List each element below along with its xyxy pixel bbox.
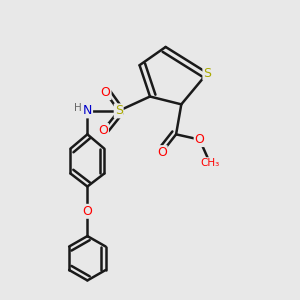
Text: H: H — [74, 103, 82, 113]
Text: O: O — [101, 86, 111, 99]
Text: O: O — [157, 146, 167, 159]
Text: O: O — [98, 124, 108, 137]
Text: N: N — [83, 104, 92, 117]
Text: S: S — [115, 104, 123, 117]
Text: S: S — [203, 67, 211, 80]
Text: O: O — [195, 133, 205, 146]
Text: CH₃: CH₃ — [200, 158, 220, 168]
Text: O: O — [82, 205, 92, 218]
